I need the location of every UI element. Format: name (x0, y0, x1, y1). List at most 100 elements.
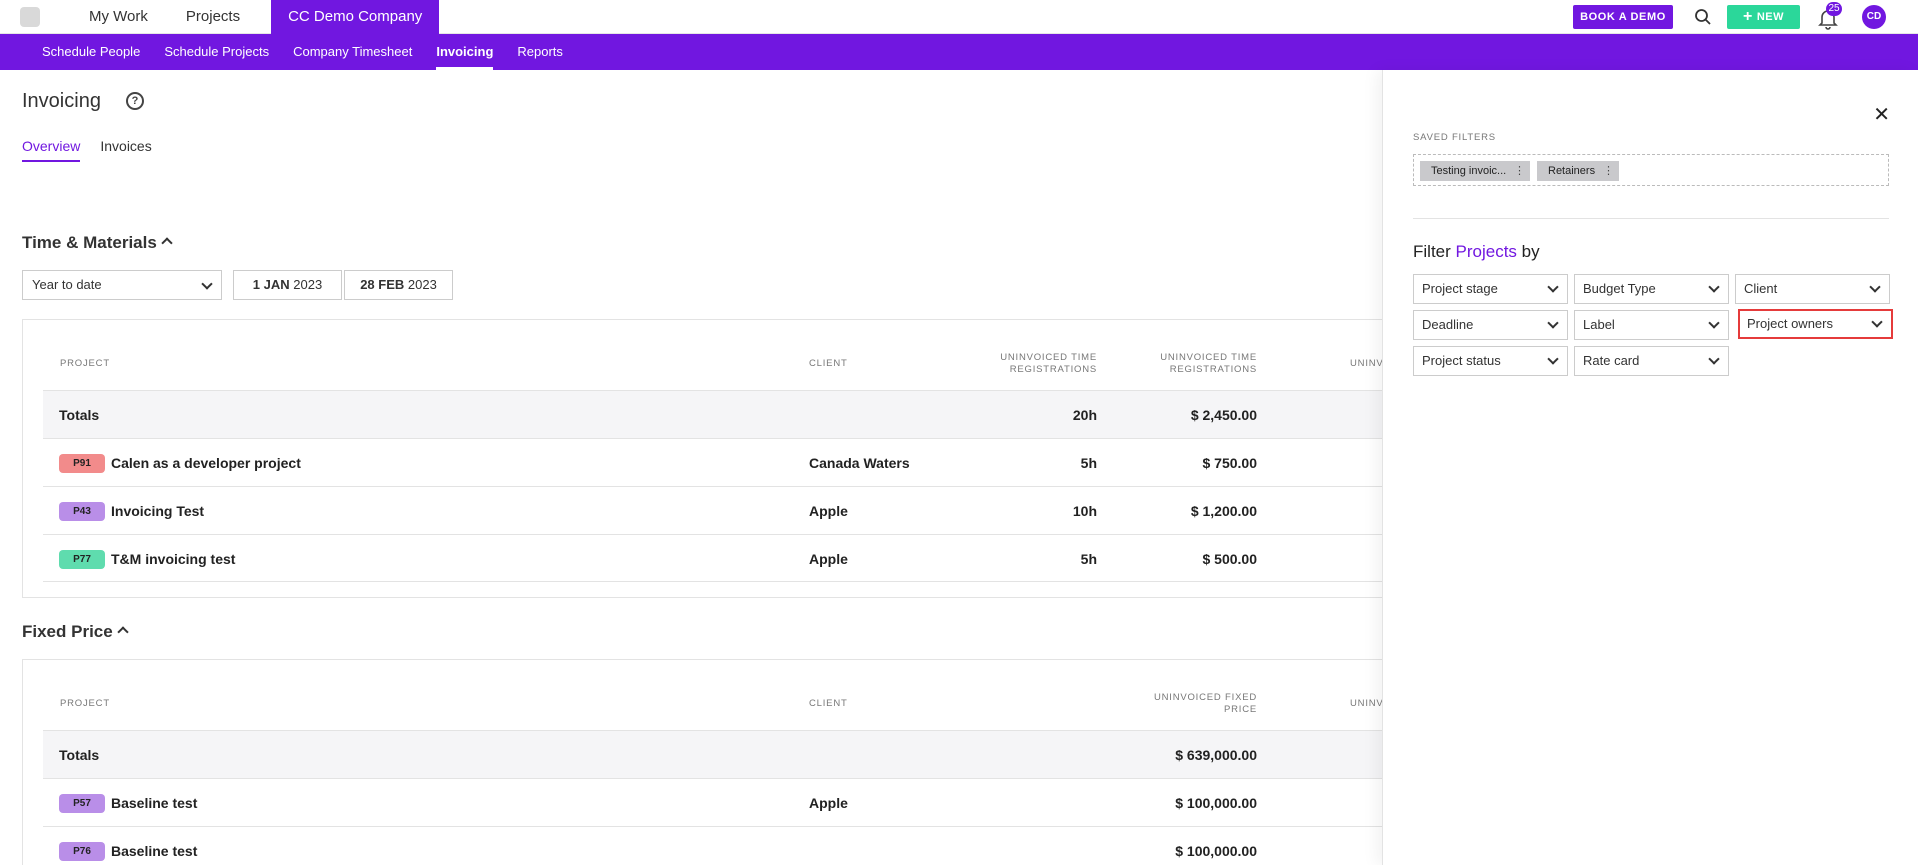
filter-rate-card[interactable]: Rate card (1574, 346, 1729, 376)
totals-label: Totals (59, 407, 100, 423)
header-line: UNINVOICED FIXED (1153, 692, 1257, 703)
table-row[interactable]: P77 T&M invoicing test Apple 5h $ 500.00 (43, 534, 1382, 582)
uninvoiced-amount: $ 500.00 (1202, 551, 1258, 567)
project-id-badge: P91 (59, 454, 105, 473)
subnav-reports[interactable]: Reports (517, 44, 563, 59)
subnav-invoicing[interactable]: Invoicing (424, 34, 505, 70)
time-materials-table: PROJECT CLIENT UNINVOICED TIME REGISTRAT… (22, 319, 1382, 598)
book-demo-button[interactable]: BOOK A DEMO (1573, 5, 1673, 29)
filter-label: Client (1744, 281, 1778, 296)
saved-filters-label: SAVED FILTERS (1413, 132, 1496, 143)
totals-row: Totals 20h $ 2,450.00 (43, 390, 1382, 438)
client-name: Apple (809, 503, 848, 519)
totals-hours: 20h (1072, 407, 1097, 423)
subnav-schedule-projects[interactable]: Schedule Projects (164, 44, 270, 59)
filter-heading-entity[interactable]: Projects (1455, 242, 1517, 261)
filter-project-stage[interactable]: Project stage (1413, 274, 1568, 304)
saved-filter-chip[interactable]: Testing invoic... ⋮ (1420, 161, 1530, 181)
chevron-down-icon (1708, 353, 1720, 365)
start-date-input[interactable]: 1 JAN 2023 (233, 270, 342, 300)
search-icon[interactable] (1692, 6, 1714, 28)
kebab-menu-icon[interactable]: ⋮ (1514, 165, 1525, 177)
header-line: UNINVOICED TIME (1000, 352, 1097, 363)
section-fixed-price[interactable]: Fixed Price (22, 622, 129, 642)
project-name[interactable]: Invoicing Test (111, 503, 205, 519)
client-name: Apple (809, 551, 848, 567)
chevron-up-icon (117, 626, 129, 638)
help-icon[interactable]: ? (126, 92, 144, 110)
table-row[interactable]: P57 Baseline test Apple $ 100,000.00 (43, 778, 1382, 826)
table-row[interactable]: P43 Invoicing Test Apple 10h $ 1,200.00 (43, 486, 1382, 534)
project-name[interactable]: Calen as a developer project (111, 455, 301, 471)
new-button[interactable]: + NEW (1727, 5, 1800, 29)
filter-label: Deadline (1422, 317, 1474, 332)
chevron-down-icon (1708, 317, 1720, 329)
chevron-down-icon (1871, 316, 1883, 328)
section-title-label: Fixed Price (22, 622, 113, 641)
project-id-badge: P57 (59, 794, 105, 813)
section-time-materials[interactable]: Time & Materials (22, 233, 173, 253)
project-name[interactable]: T&M invoicing test (111, 551, 236, 567)
project-id-badge: P43 (59, 502, 105, 521)
project-name[interactable]: Baseline test (111, 795, 198, 811)
avatar[interactable]: CD (1862, 5, 1886, 29)
column-header-project: PROJECT (60, 358, 110, 369)
divider (1413, 218, 1889, 219)
filter-project-owners[interactable]: Project owners (1738, 309, 1893, 339)
chevron-down-icon (1547, 317, 1559, 329)
subnav-schedule-people[interactable]: Schedule People (42, 44, 141, 59)
nav-projects[interactable]: Projects (185, 8, 241, 25)
nav-my-work[interactable]: My Work (89, 8, 148, 25)
column-header-uninvoiced-fixed-price: UNINVOICED FIXED PRICE (1103, 692, 1257, 716)
filter-project-status[interactable]: Project status (1413, 346, 1568, 376)
sub-navigation: Schedule People Schedule Projects Compan… (0, 34, 1918, 70)
chevron-down-icon (201, 278, 213, 290)
filter-label-select[interactable]: Label (1574, 310, 1729, 340)
column-header-uninvoiced-time: UNINVOICED TIME REGISTRATIONS (923, 352, 1097, 376)
column-header-project: PROJECT (60, 698, 110, 709)
uninvoiced-fixed-price: $ 100,000.00 (1175, 795, 1257, 811)
period-select[interactable]: Year to date (22, 270, 222, 300)
column-header-truncated: UNINV (1350, 358, 1382, 369)
section-title-label: Time & Materials (22, 233, 157, 252)
project-id-badge: P76 (59, 842, 105, 861)
chip-label: Retainers (1548, 165, 1596, 177)
notification-count-badge: 25 (1826, 2, 1842, 16)
totals-amount: $ 2,450.00 (1190, 407, 1257, 423)
header-line: PRICE (1223, 704, 1257, 715)
start-date-year: 2023 (293, 277, 323, 292)
nav-company[interactable]: CC Demo Company (271, 0, 440, 34)
client-name: Apple (809, 795, 848, 811)
chip-label: Testing invoic... (1431, 165, 1507, 177)
filter-label: Project stage (1422, 281, 1498, 296)
project-name[interactable]: Baseline test (111, 843, 198, 859)
chevron-down-icon (1708, 281, 1720, 293)
new-button-label: NEW (1756, 11, 1784, 23)
totals-label: Totals (59, 747, 100, 763)
filter-heading-suffix: by (1521, 242, 1540, 261)
close-icon[interactable]: ✕ (1873, 104, 1890, 126)
period-value: Year to date (32, 277, 102, 292)
filter-label: Budget Type (1583, 281, 1656, 296)
tab-overview[interactable]: Overview (22, 138, 81, 162)
fixed-price-table: PROJECT CLIENT UNINVOICED FIXED PRICE UN… (22, 659, 1382, 865)
filter-deadline[interactable]: Deadline (1413, 310, 1568, 340)
app-logo-icon[interactable] (20, 7, 40, 27)
uninvoiced-hours: 10h (1072, 503, 1097, 519)
filter-budget-type[interactable]: Budget Type (1574, 274, 1729, 304)
table-row[interactable]: P76 Baseline test $ 100,000.00 (43, 826, 1382, 865)
end-date-input[interactable]: 28 FEB 2023 (344, 270, 453, 300)
filter-label: Project status (1422, 353, 1501, 368)
chevron-down-icon (1547, 281, 1559, 293)
header-line: REGISTRATIONS (1169, 364, 1257, 375)
table-row[interactable]: P91 Calen as a developer project Canada … (43, 438, 1382, 486)
filter-label: Label (1583, 317, 1615, 332)
filter-client[interactable]: Client (1735, 274, 1890, 304)
kebab-menu-icon[interactable]: ⋮ (1603, 165, 1614, 177)
subnav-company-timesheet[interactable]: Company Timesheet (293, 44, 413, 59)
project-id-badge: P77 (59, 550, 105, 569)
saved-filter-chip[interactable]: Retainers ⋮ (1537, 161, 1619, 181)
filter-heading-prefix: Filter (1413, 242, 1451, 261)
uninvoiced-amount: $ 750.00 (1202, 455, 1258, 471)
tab-invoices[interactable]: Invoices (100, 138, 152, 154)
